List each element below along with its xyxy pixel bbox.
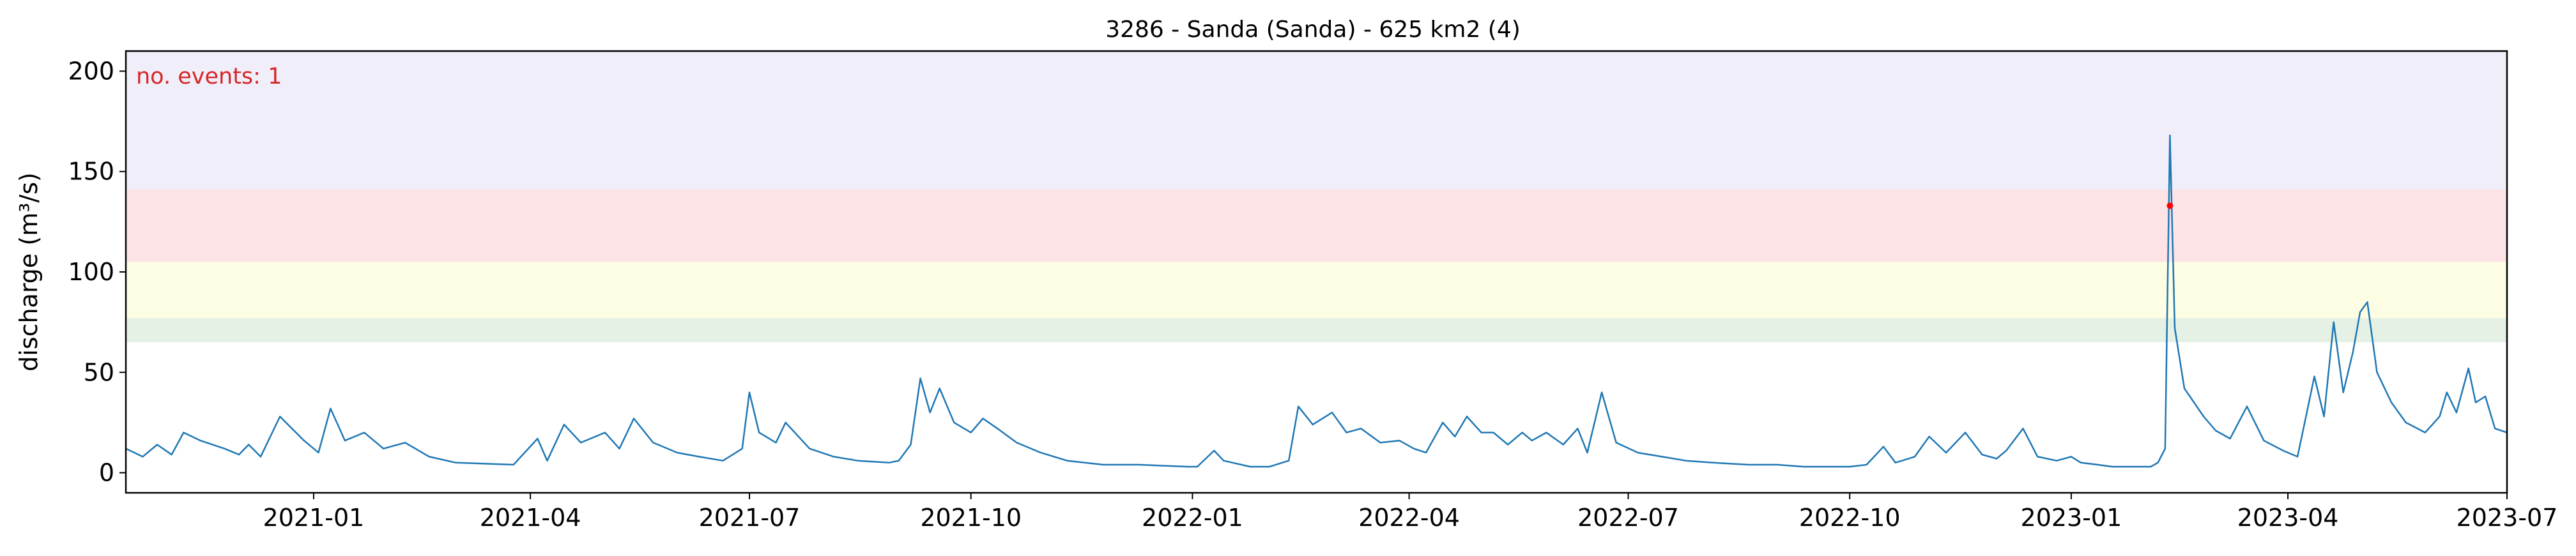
- y-tick-label: 150: [68, 158, 114, 186]
- threshold-band-3: [126, 190, 2507, 262]
- x-axis: 2021-01 2021-04 2021-07 2021-10 2022-01 2022-…: [263, 493, 2558, 532]
- y-axis-label: discharge (m³/s): [15, 172, 43, 372]
- x-tick-label: 2021-04: [480, 504, 581, 532]
- chart-title: 3286 - Sanda (Sanda) - 625 km2 (4): [1105, 17, 1521, 43]
- y-axis: 0 50 100 150 200: [68, 57, 126, 487]
- x-tick-label: 2021-10: [920, 504, 1022, 532]
- event-point-1: [2166, 202, 2174, 209]
- y-tick-label: 0: [99, 459, 114, 487]
- annotation-events: no. events: 1: [136, 64, 282, 89]
- threshold-band-2: [126, 262, 2507, 319]
- x-tick-label: 2023-04: [2237, 504, 2339, 532]
- x-tick-label: 2023-07: [2457, 504, 2558, 532]
- threshold-band-4: [126, 51, 2507, 190]
- x-tick-label: 2021-07: [699, 504, 801, 532]
- threshold-bands: [126, 51, 2507, 343]
- y-tick-label: 50: [84, 358, 114, 386]
- x-tick-label: 2022-10: [1799, 504, 1901, 532]
- x-tick-label: 2022-07: [1577, 504, 1679, 532]
- x-tick-label: 2022-04: [1358, 504, 1460, 532]
- y-tick-label: 100: [68, 258, 114, 286]
- threshold-band-1: [126, 318, 2507, 343]
- series-layer: [125, 134, 2508, 468]
- x-tick-label: 2023-01: [2021, 504, 2122, 532]
- x-tick-label: 2021-01: [263, 504, 365, 532]
- event-markers: [2166, 202, 2174, 209]
- discharge-line-1: [125, 134, 2508, 468]
- y-tick-label: 200: [68, 57, 114, 85]
- x-tick-label: 2022-01: [1142, 504, 1243, 532]
